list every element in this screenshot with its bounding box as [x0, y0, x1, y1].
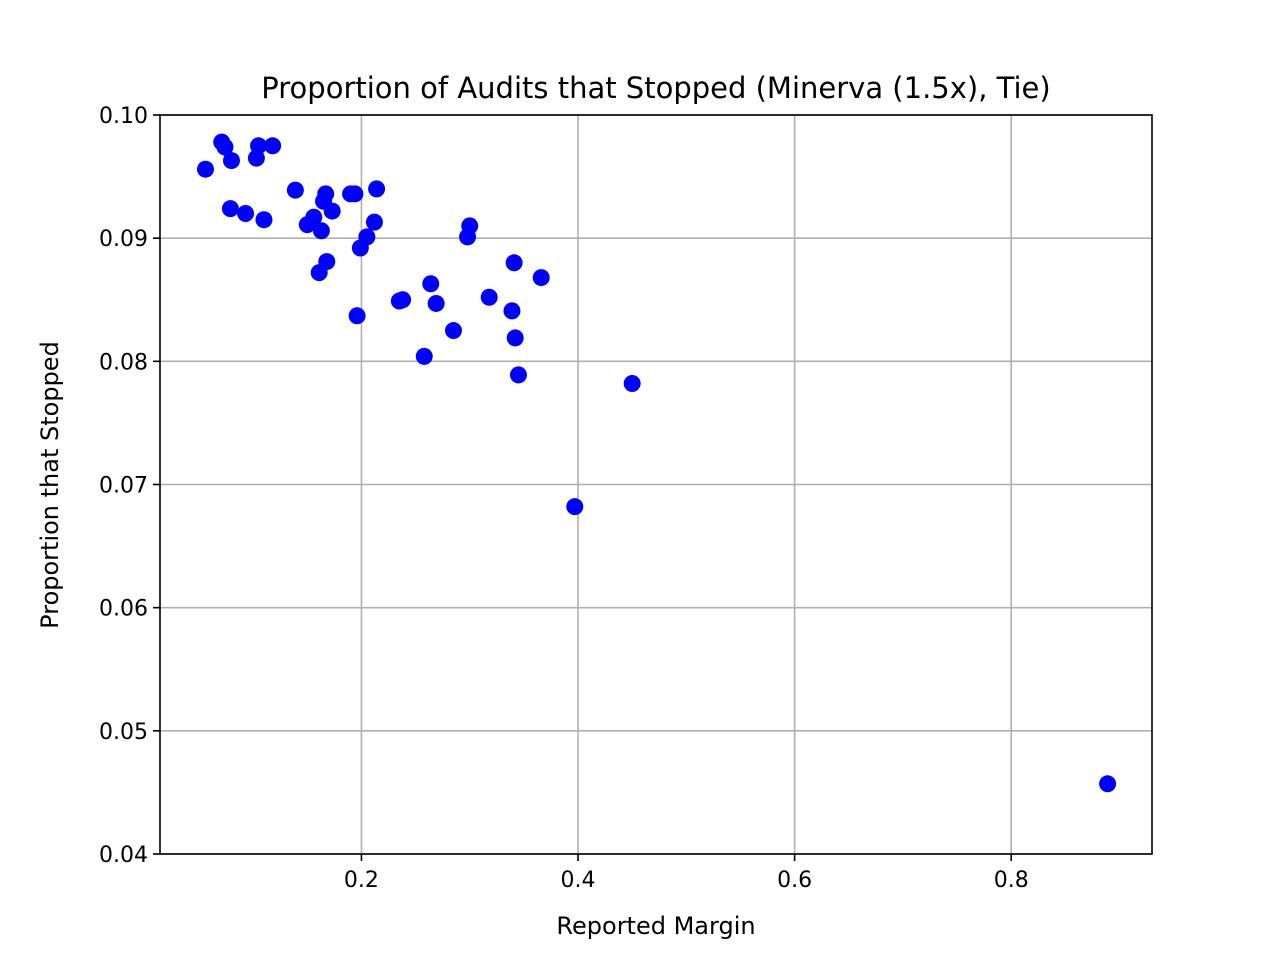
y-tick-label: 0.08 — [99, 350, 148, 375]
x-tick-label: 0.4 — [561, 868, 596, 893]
chart-title: Proportion of Audits that Stopped (Miner… — [261, 71, 1050, 105]
data-point — [323, 202, 341, 220]
data-point — [422, 275, 440, 293]
y-axis-ticks: 0.04 0.05 0.06 0.07 0.08 0.09 0.10 — [99, 104, 160, 868]
data-point — [221, 200, 239, 218]
data-point — [444, 322, 462, 340]
data-point — [623, 375, 641, 393]
data-point — [346, 185, 364, 203]
data-point — [305, 208, 323, 226]
data-point — [503, 302, 521, 320]
data-point — [394, 291, 412, 309]
data-point — [318, 253, 336, 271]
x-tick-label: 0.6 — [777, 868, 812, 893]
data-point — [532, 269, 550, 287]
x-tick-label: 0.2 — [344, 868, 379, 893]
data-point — [264, 137, 282, 155]
data-point — [348, 307, 366, 325]
data-point — [368, 180, 386, 198]
data-point — [1099, 775, 1117, 793]
x-axis-label: Reported Margin — [556, 912, 755, 940]
data-points — [196, 133, 1117, 793]
data-point — [415, 347, 433, 365]
y-tick-label: 0.04 — [99, 843, 148, 868]
data-point — [365, 213, 383, 231]
data-point — [196, 160, 214, 178]
y-tick-label: 0.06 — [99, 597, 148, 622]
y-tick-label: 0.07 — [99, 474, 148, 499]
data-point — [427, 294, 445, 312]
data-point — [255, 211, 273, 229]
data-point — [312, 222, 330, 240]
data-point — [286, 181, 304, 199]
data-point — [237, 205, 255, 223]
data-point — [505, 254, 523, 272]
data-point — [317, 185, 335, 203]
y-tick-label: 0.09 — [99, 227, 148, 252]
y-tick-label: 0.10 — [99, 104, 148, 129]
x-tick-label: 0.8 — [994, 868, 1029, 893]
x-axis-ticks: 0.2 0.4 0.6 0.8 — [344, 854, 1029, 893]
y-axis-label: Proportion that Stopped — [36, 341, 64, 629]
data-point — [480, 288, 498, 306]
data-point — [506, 329, 524, 347]
data-point — [566, 498, 584, 516]
data-point — [461, 217, 479, 235]
data-point — [358, 228, 376, 246]
data-point — [250, 137, 268, 155]
y-tick-label: 0.05 — [99, 720, 148, 745]
data-point — [222, 152, 240, 170]
data-point — [509, 366, 527, 384]
data-point — [216, 138, 234, 156]
